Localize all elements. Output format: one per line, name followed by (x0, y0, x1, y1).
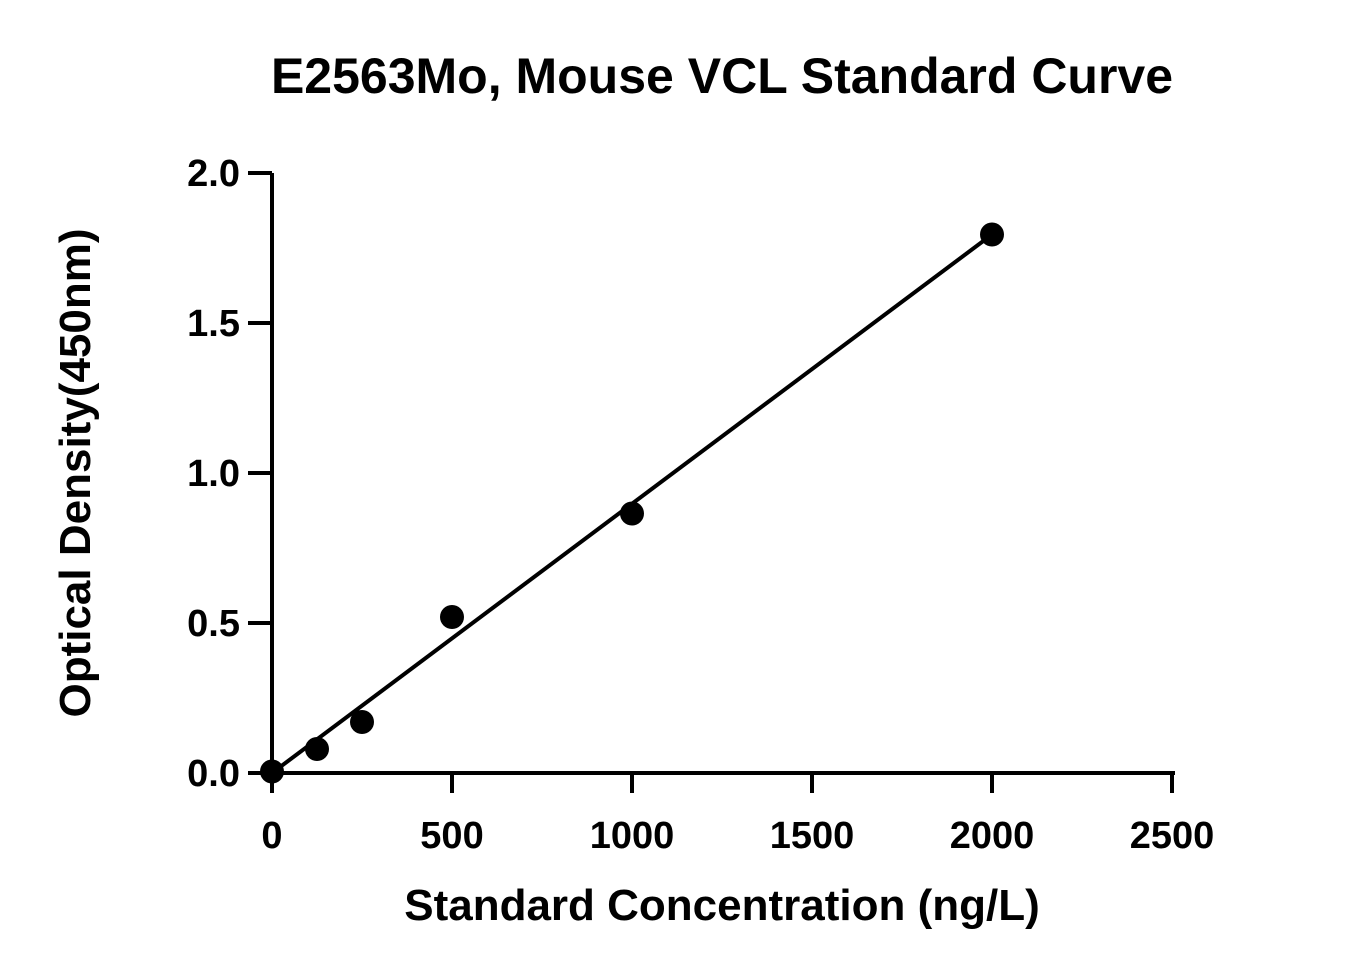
x-tick-label: 500 (420, 815, 483, 857)
chart-title: E2563Mo, Mouse VCL Standard Curve (271, 48, 1173, 104)
x-tick-label: 2000 (950, 815, 1035, 857)
data-point (305, 737, 329, 761)
y-tick-label: 1.5 (187, 303, 240, 345)
axes (270, 173, 1175, 775)
y-tick-label: 0.5 (187, 603, 240, 645)
data-point (260, 759, 284, 784)
x-ticks: 0 500 1000 1500 2000 2500 (261, 773, 1214, 857)
y-tick-label: 0.0 (187, 753, 240, 795)
data-point (350, 710, 374, 734)
x-tick-label: 1500 (770, 815, 855, 857)
data-point (620, 501, 644, 526)
data-point (980, 222, 1004, 247)
data-point (440, 605, 464, 629)
x-axis-label: Standard Concentration (ng/L) (404, 881, 1040, 930)
x-tick-label: 1000 (590, 815, 675, 857)
y-tick-label: 1.0 (187, 453, 240, 495)
data-points (260, 222, 1004, 784)
x-tick-label: 2500 (1130, 815, 1215, 857)
y-axis-label: Optical Density(450nm) (51, 228, 100, 717)
y-tick-label: 2.0 (187, 153, 240, 195)
x-tick-label: 0 (261, 815, 282, 857)
y-ticks: 0.0 0.5 1.0 1.5 2.0 (187, 153, 272, 795)
